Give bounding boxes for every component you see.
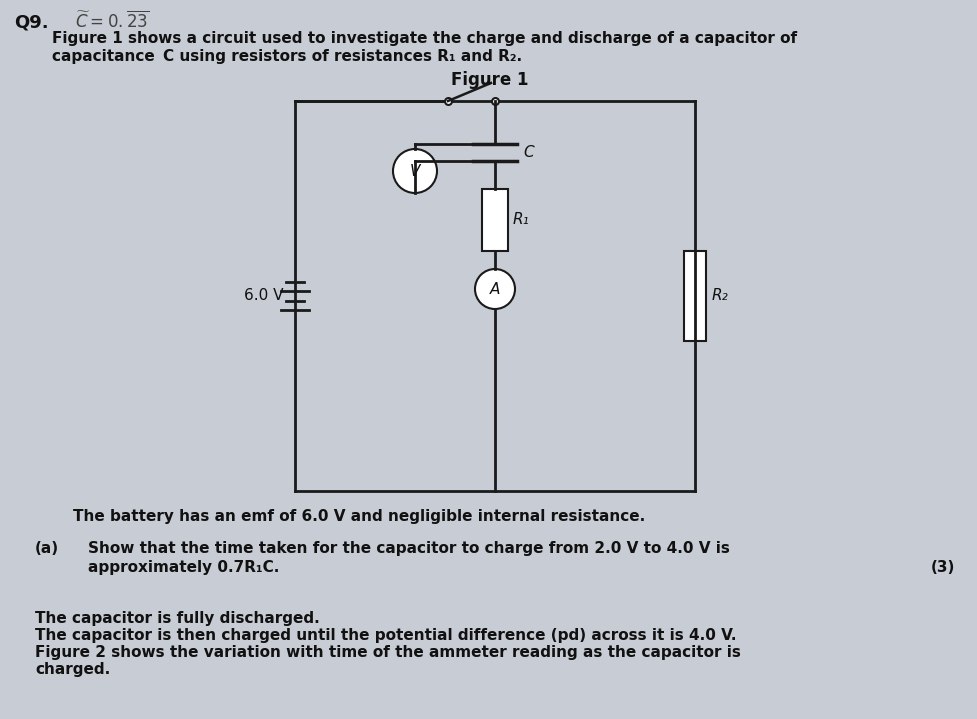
Circle shape: [393, 149, 437, 193]
Text: Figure 1: Figure 1: [450, 71, 529, 89]
Text: A: A: [489, 282, 499, 296]
Bar: [683, 251, 705, 341]
Text: charged.: charged.: [35, 662, 110, 677]
Text: Q9.: Q9.: [14, 13, 49, 31]
Text: approximately 0.7R₁C.: approximately 0.7R₁C.: [88, 560, 279, 575]
Text: Figure 1 shows a circuit used to investigate the charge and discharge of a capac: Figure 1 shows a circuit used to investi…: [52, 31, 796, 46]
Text: V: V: [409, 163, 420, 178]
Text: Figure 2 shows the variation with time of the ammeter reading as the capacitor i: Figure 2 shows the variation with time o…: [35, 645, 741, 660]
Text: The battery has an emf of 6.0 V and negligible internal resistance.: The battery has an emf of 6.0 V and negl…: [52, 509, 645, 524]
Text: R₂: R₂: [711, 288, 728, 303]
Text: Show that the time taken for the capacitor to charge from 2.0 V to 4.0 V is: Show that the time taken for the capacit…: [88, 541, 729, 556]
Text: C: C: [523, 145, 533, 160]
Text: The capacitor is then charged until the potential difference (pd) across it is 4: The capacitor is then charged until the …: [35, 628, 736, 643]
Text: The capacitor is fully discharged.: The capacitor is fully discharged.: [35, 611, 319, 626]
Text: (a): (a): [35, 541, 59, 556]
Circle shape: [475, 269, 515, 309]
Text: (3): (3): [930, 560, 954, 575]
Text: R₁: R₁: [513, 213, 530, 227]
Text: $\it{\widetilde{C} = 0.\overline{23}}$: $\it{\widetilde{C} = 0.\overline{23}}$: [75, 11, 149, 32]
Text: 6.0 V: 6.0 V: [243, 288, 282, 303]
Bar: [482, 189, 507, 251]
Text: capacitance  C using resistors of resistances R₁ and R₂.: capacitance C using resistors of resista…: [52, 49, 522, 64]
